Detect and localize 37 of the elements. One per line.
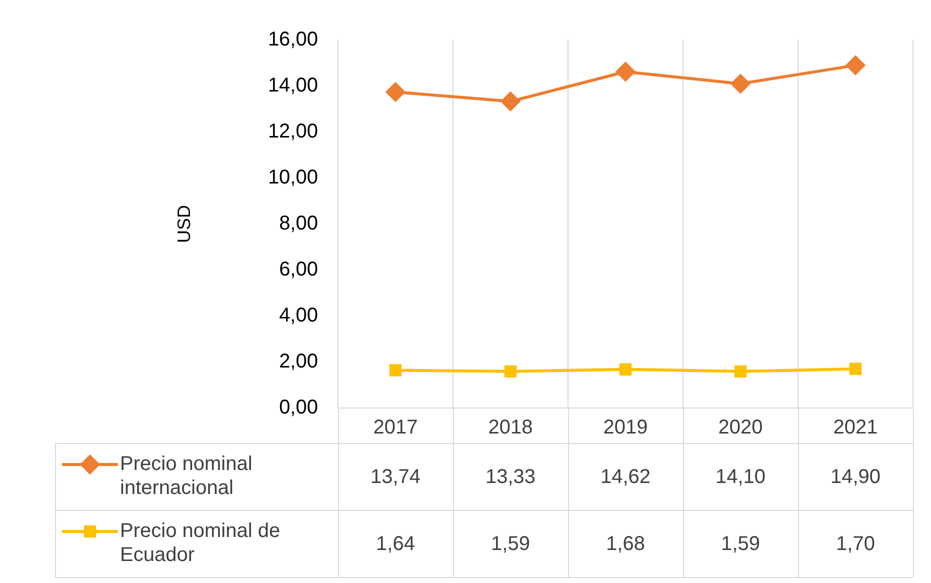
data-label: 1,68 <box>606 533 645 556</box>
y-tick-label: 0,00 <box>279 396 318 419</box>
y-tick-label: 8,00 <box>279 212 318 235</box>
point <box>846 56 865 75</box>
point <box>386 82 405 102</box>
data-label: 13,74 <box>370 466 421 488</box>
point <box>616 62 635 82</box>
x-tick-label: 2021 <box>833 416 878 439</box>
legend-label: Precio nominal internacional <box>120 453 252 500</box>
point <box>731 74 750 94</box>
point <box>504 365 517 378</box>
point <box>849 362 862 375</box>
y-tick-label: 4,00 <box>279 304 318 327</box>
point <box>389 364 402 376</box>
y-tick-label: 16,00 <box>268 28 318 51</box>
y-tick-label: 10,00 <box>268 166 318 189</box>
y-tick-label: 2,00 <box>279 350 318 373</box>
x-tick-label: 2017 <box>373 416 418 439</box>
x-tick-label: 2019 <box>603 416 648 439</box>
data-label: 1,64 <box>376 533 415 556</box>
x-tick-label: 2020 <box>718 416 763 439</box>
data-label: 13,33 <box>485 466 536 488</box>
y-tick-label: 6,00 <box>279 258 318 281</box>
data-label: 14,62 <box>600 466 651 488</box>
x-tick-label: 2018 <box>488 416 533 439</box>
data-label: 1,59 <box>721 533 760 556</box>
data-label: 14,90 <box>830 466 881 488</box>
point <box>501 92 520 111</box>
y-tick-label: 12,00 <box>268 120 318 143</box>
y-axis-title: USD <box>174 204 194 244</box>
data-label: 1,59 <box>491 533 530 556</box>
legend-label: Precio nominal de Ecuador <box>120 520 280 566</box>
y-tick-label: 14,00 <box>268 74 318 97</box>
data-label: 1,70 <box>836 533 875 556</box>
point <box>619 363 632 376</box>
point <box>734 365 747 378</box>
data-label: 14,10 <box>715 466 766 488</box>
